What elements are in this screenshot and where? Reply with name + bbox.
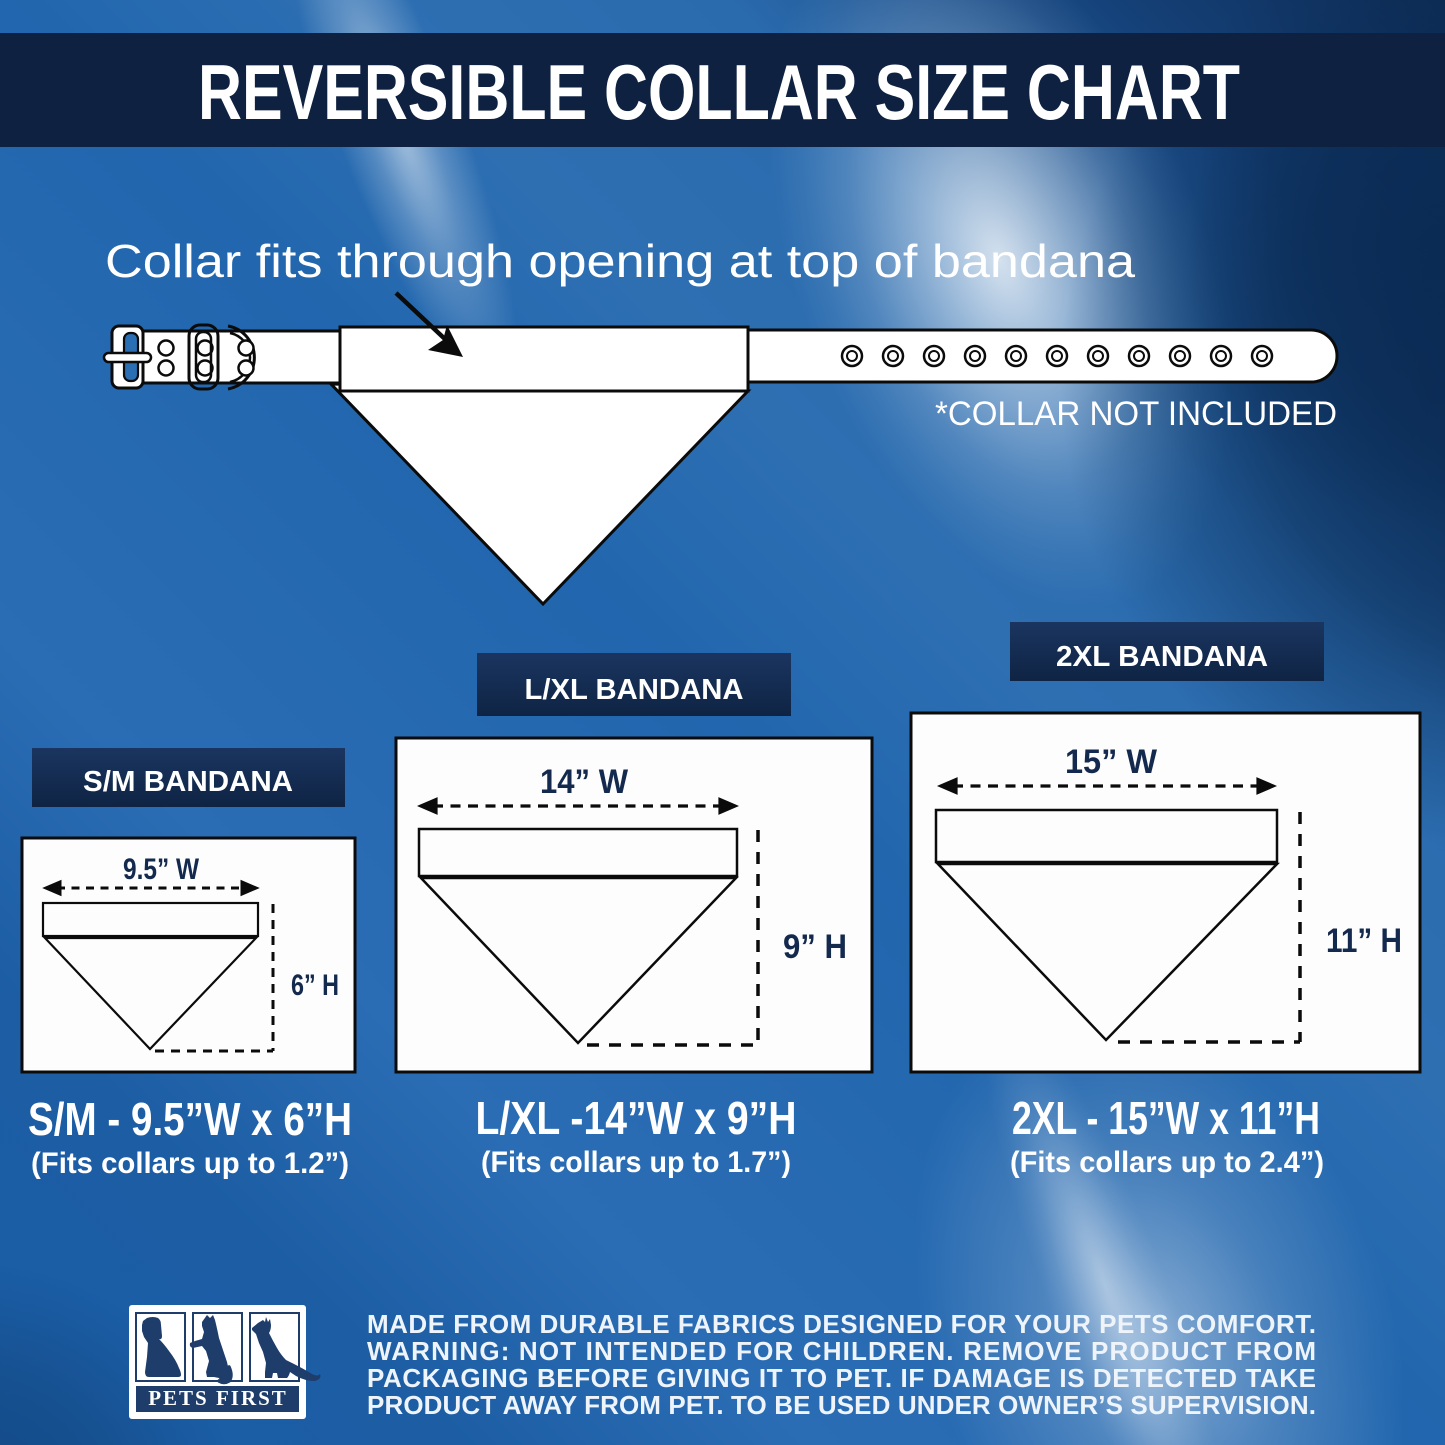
svg-text:S/M BANDANA: S/M BANDANA: [83, 766, 293, 798]
svg-text:6” H: 6” H: [291, 969, 339, 1002]
svg-text:Collar fits through opening at: Collar fits through opening at top of ba…: [105, 235, 1135, 287]
svg-text:PETS FIRST: PETS FIRST: [148, 1386, 288, 1410]
svg-text:14” W: 14” W: [540, 763, 629, 801]
svg-text:L/XL -14”W x 9”H: L/XL -14”W x 9”H: [476, 1092, 797, 1144]
svg-text:*COLLAR NOT INCLUDED: *COLLAR NOT INCLUDED: [935, 395, 1337, 433]
svg-text:PRODUCT AWAY FROM PET. TO BE U: PRODUCT AWAY FROM PET. TO BE USED UNDER …: [367, 1390, 1316, 1420]
svg-text:PACKAGING BEFORE GIVING IT TO: PACKAGING BEFORE GIVING IT TO PET. IF DA…: [367, 1363, 1316, 1393]
svg-text:15” W: 15” W: [1065, 743, 1158, 781]
svg-text:(Fits collars up to 1.2”): (Fits collars up to 1.2”): [31, 1147, 349, 1180]
svg-text:(Fits collars up to 2.4”): (Fits collars up to 2.4”): [1010, 1146, 1324, 1179]
svg-text:11” H: 11” H: [1326, 922, 1402, 960]
svg-text:REVERSIBLE COLLAR SIZE CHART: REVERSIBLE COLLAR SIZE CHART: [198, 48, 1240, 135]
svg-text:(Fits collars up to 1.7”): (Fits collars up to 1.7”): [481, 1146, 791, 1179]
svg-text:2XL BANDANA: 2XL BANDANA: [1056, 641, 1268, 673]
svg-text:MADE FROM DURABLE FABRICS DESI: MADE FROM DURABLE FABRICS DESIGNED FOR Y…: [367, 1309, 1316, 1339]
svg-text:9.5” W: 9.5” W: [123, 853, 200, 886]
svg-text:S/M - 9.5”W x 6”H: S/M - 9.5”W x 6”H: [28, 1093, 352, 1145]
svg-text:9” H: 9” H: [783, 928, 847, 966]
svg-text:L/XL BANDANA: L/XL BANDANA: [525, 674, 744, 706]
svg-text:2XL - 15”W x 11”H: 2XL - 15”W x 11”H: [1012, 1092, 1320, 1144]
